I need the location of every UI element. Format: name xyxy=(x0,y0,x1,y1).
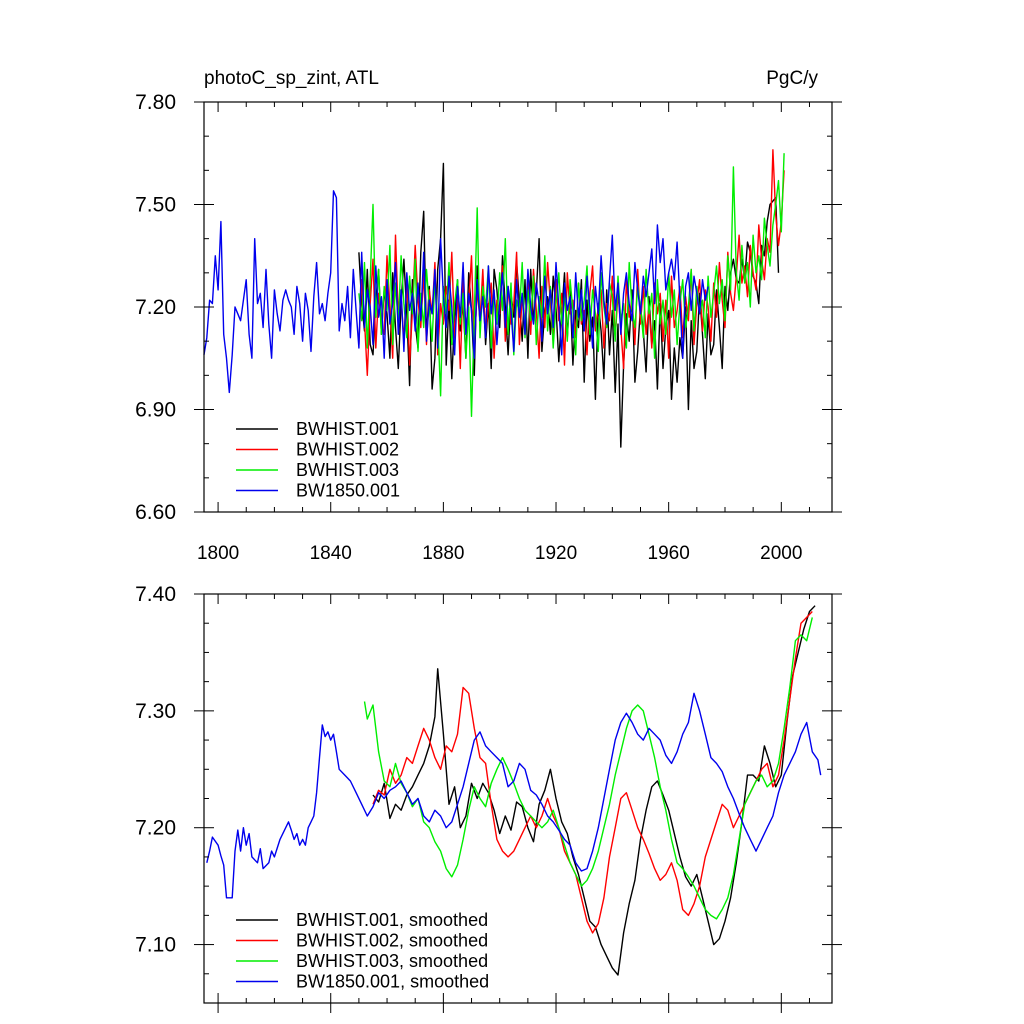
bottom-series-line-3 xyxy=(363,617,813,920)
bottom-legend-label: BWHIST.003, smoothed xyxy=(296,951,488,971)
bottom-legend-label: BW1850.001, smoothed xyxy=(296,972,489,992)
bottom-y-tick-label: 7.40 xyxy=(135,583,176,606)
top-x-tick-label: 1960 xyxy=(648,543,690,564)
top-x-tick-label: 2000 xyxy=(760,543,802,564)
bottom-y-tick-label: 7.20 xyxy=(135,817,176,840)
top-y-tick-label: 7.50 xyxy=(135,194,176,217)
top-legend-label: BWHIST.001 xyxy=(296,419,399,439)
top-y-tick-label: 7.20 xyxy=(135,296,176,319)
bottom-series-line-2 xyxy=(372,611,813,934)
bottom-y-tick-label: 7.10 xyxy=(135,934,176,957)
top-legend-label: BWHIST.002 xyxy=(296,440,399,460)
top-panel: photoC_sp_zint, ATL PgC/y 1800 1840 1880 19… xyxy=(135,68,842,564)
top-series-line-4 xyxy=(203,190,709,394)
top-x-tick-label: 1880 xyxy=(422,543,464,564)
top-legend-label: BWHIST.003 xyxy=(296,460,399,480)
top-legend-label: BW1850.001 xyxy=(296,481,400,501)
top-x-tick-label: 1800 xyxy=(197,543,239,564)
top-panel-units: PgC/y xyxy=(766,68,818,89)
bottom-y-tick-label: 7.30 xyxy=(135,700,176,723)
bottom-series-line-4 xyxy=(206,692,822,899)
top-series-line-3 xyxy=(358,153,785,417)
top-panel-title: photoC_sp_zint, ATL xyxy=(204,68,379,89)
bottom-legend-label: BWHIST.002, smoothed xyxy=(296,931,488,951)
top-y-tick-label: 6.90 xyxy=(135,399,176,422)
top-y-tick-label: 7.80 xyxy=(135,91,176,114)
bottom-legend-label: BWHIST.001, smoothed xyxy=(296,910,488,930)
top-y-tick-label: 6.60 xyxy=(135,501,176,524)
top-x-tick-label: 1920 xyxy=(535,543,577,564)
top-x-tick-label: 1840 xyxy=(310,543,352,564)
